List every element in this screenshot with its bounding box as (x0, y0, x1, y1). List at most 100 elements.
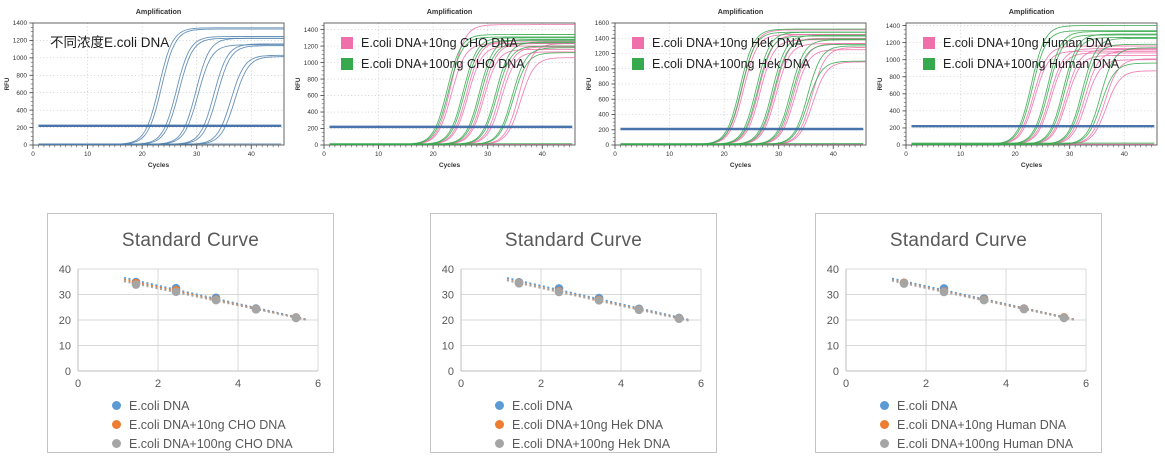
std-legend-item: E.coli DNA+10ng Human DNA (880, 415, 1073, 434)
amplification-curve (38, 43, 284, 145)
amplification-curve (38, 45, 284, 145)
legend-label: E.coli DNA+10ng CHO DNA (361, 36, 518, 50)
data-point (1019, 304, 1029, 314)
legend-swatch-icon (341, 58, 353, 70)
legend-swatch-icon (923, 58, 935, 70)
x-tick-label: 40 (1121, 151, 1129, 158)
legend-dot-icon (495, 439, 504, 448)
x-axis-label: Cycles (439, 162, 461, 169)
x-tick-label: 6 (698, 378, 704, 390)
x-tick-label: 6 (315, 378, 321, 390)
amplification-curve (329, 52, 575, 145)
y-tick-label: 40 (442, 264, 454, 276)
legend-dot-icon (112, 401, 121, 410)
legend-label: E.coli DNA+10ng Hek DNA (652, 36, 804, 50)
legend-label: E.coli DNA+100ng Human DNA (897, 436, 1074, 451)
y-tick-label: 800 (889, 74, 900, 81)
legend-label: E.coli DNA+100ng Human DNA (943, 57, 1120, 71)
std-legend-item: E.coli DNA+10ng Hek DNA (495, 415, 670, 434)
y-tick-label: 800 (16, 72, 27, 79)
amplification-curve (38, 44, 284, 145)
x-tick-label: 40 (248, 151, 256, 158)
legend-label: E.coli DNA+100ng Hek DNA (652, 57, 811, 71)
std-title: Standard Curve (121, 230, 260, 251)
y-tick-label: 200 (307, 126, 318, 133)
amplification-curve (38, 36, 284, 145)
x-tick-label: 10 (84, 151, 92, 158)
x-tick-label: 10 (666, 151, 674, 158)
x-tick-label: 2 (538, 378, 544, 390)
legend-dot-icon (112, 420, 121, 429)
data-point (131, 280, 141, 289)
std-legend-item: E.coli DNA+10ng CHO DNA (112, 415, 293, 434)
y-tick-label: 0 (605, 142, 609, 149)
y-tick-label: 1000 (595, 66, 610, 73)
std-title: Standard Curve (889, 230, 1028, 251)
y-tick-label: 200 (889, 125, 900, 132)
x-tick-label: 0 (31, 151, 35, 158)
y-tick-label: 1200 (13, 38, 28, 45)
data-point (594, 296, 604, 305)
y-tick-label: 0 (23, 142, 27, 149)
x-tick-label: 0 (75, 378, 81, 390)
y-tick-label: 800 (598, 81, 609, 88)
x-tick-label: 0 (613, 151, 617, 158)
x-tick-label: 2 (923, 378, 929, 390)
y-tick-label: 0 (448, 366, 454, 378)
data-point (979, 295, 989, 305)
y-tick-label: 1600 (595, 20, 610, 27)
y-tick-label: 0 (65, 366, 71, 378)
amp-annotation: 不同浓度E.coli DNA (50, 35, 170, 50)
amp-legend-item: E.coli DNA+10ng Human DNA (923, 36, 1112, 50)
y-tick-label: 600 (16, 90, 27, 97)
x-tick-label: 30 (1066, 151, 1074, 158)
y-tick-label: 0 (833, 366, 839, 378)
amplification-curve (38, 56, 284, 145)
legend-label: E.coli DNA+100ng CHO DNA (129, 436, 293, 451)
y-tick-label: 600 (889, 91, 900, 98)
std-legend-item: E.coli DNA (880, 396, 1073, 415)
x-axis-label: Cycles (1021, 162, 1043, 169)
x-tick-label: 4 (1003, 378, 1009, 390)
y-axis-label: RFU (295, 77, 302, 90)
x-tick-label: 6 (1083, 378, 1089, 390)
standard-curve-card-human: Standard Curve 0 10 20 30 40 0 2 4 6 E.coli DNA E.c… (815, 213, 1102, 453)
legend-label: E.coli DNA+100ng Hek DNA (512, 436, 671, 451)
y-tick-label: 1200 (304, 43, 319, 50)
data-point (514, 278, 524, 288)
y-axis-label: RFU (586, 77, 593, 90)
legend-label: E.coli DNA+10ng Human DNA (943, 36, 1113, 50)
legend-label: E.coli DNA+100ng CHO DNA (361, 57, 525, 71)
std-legend: E.coli DNA E.coli DNA+10ng CHO DNA E.coli … (112, 396, 293, 453)
x-tick-label: 10 (957, 151, 965, 158)
y-tick-label: 10 (59, 341, 71, 353)
y-tick-label: 1000 (13, 55, 28, 62)
y-tick-label: 600 (598, 96, 609, 103)
data-point (674, 314, 684, 324)
data-point (939, 287, 949, 297)
std-legend: E.coli DNA E.coli DNA+10ng Human DNA E.col… (880, 396, 1073, 453)
x-tick-label: 0 (458, 378, 464, 390)
legend-label: E.coli DNA+10ng Hek DNA (512, 417, 664, 432)
legend-dot-icon (880, 439, 889, 448)
y-tick-label: 10 (442, 341, 454, 353)
legend-dot-icon (880, 401, 889, 410)
y-tick-label: 400 (889, 108, 900, 115)
x-axis-label: Cycles (148, 162, 170, 169)
amp-chart-hek: Amplification 0 10 20 30 40 0 200 400 600 800 1000 1… (582, 0, 873, 178)
y-tick-label: 20 (59, 315, 71, 327)
y-tick-label: 20 (442, 315, 454, 327)
std-legend-item: E.coli DNA+100ng CHO DNA (112, 434, 293, 453)
x-tick-label: 30 (775, 151, 783, 158)
data-point (171, 287, 181, 296)
x-tick-label: 30 (193, 151, 201, 158)
data-point (899, 279, 909, 288)
x-tick-label: 0 (322, 151, 326, 158)
std-legend-item: E.coli DNA (495, 396, 670, 415)
x-tick-label: 2 (155, 378, 161, 390)
std-legend-item: E.coli DNA+100ng Hek DNA (495, 434, 670, 453)
y-tick-label: 1200 (886, 40, 901, 47)
y-tick-label: 400 (598, 112, 609, 119)
amplification-curve (911, 62, 1157, 145)
